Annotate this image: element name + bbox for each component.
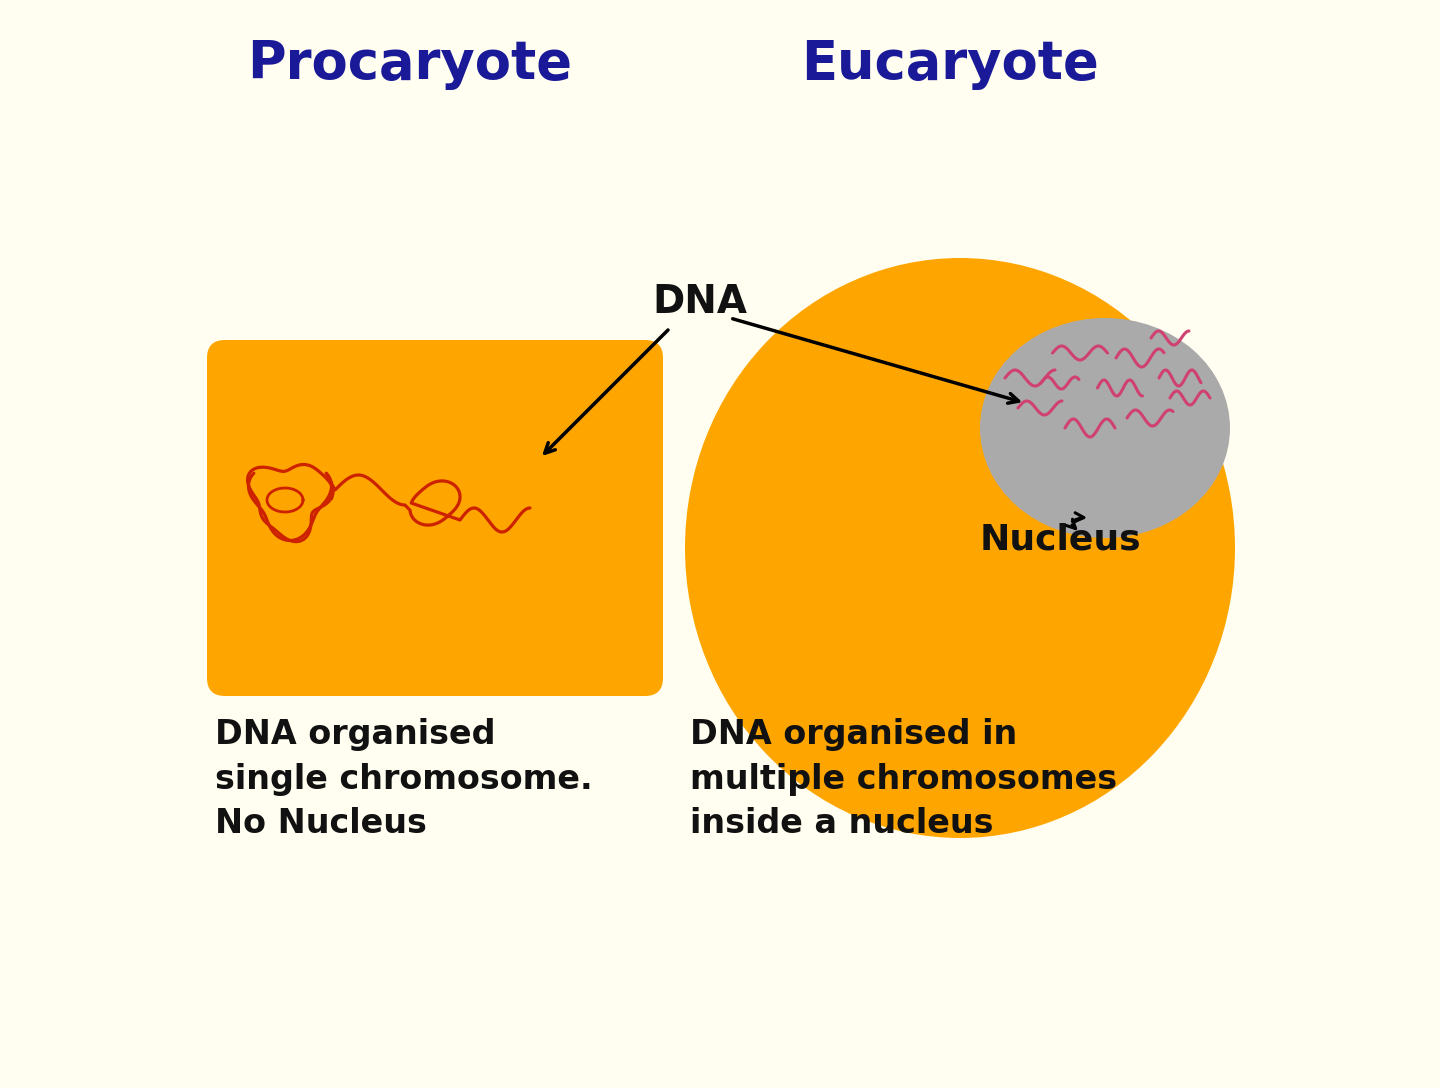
Text: Nucleus: Nucleus [979, 523, 1140, 557]
Text: Eucaryote: Eucaryote [801, 38, 1099, 90]
FancyBboxPatch shape [207, 341, 662, 696]
Text: DNA organised
single chromosome.
No Nucleus: DNA organised single chromosome. No Nucl… [215, 718, 593, 840]
Text: DNA: DNA [652, 283, 747, 321]
Ellipse shape [685, 258, 1236, 838]
Text: DNA organised in
multiple chromosomes
inside a nucleus: DNA organised in multiple chromosomes in… [690, 718, 1117, 840]
Ellipse shape [981, 318, 1230, 537]
Text: Procaryote: Procaryote [248, 38, 573, 90]
